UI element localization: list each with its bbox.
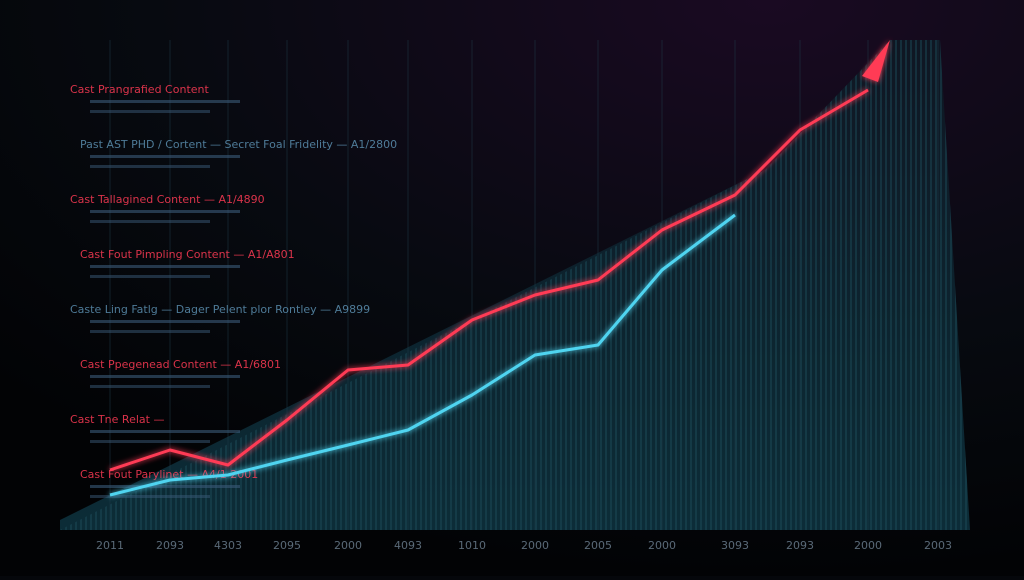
x-tick-label: 2003 [924, 539, 952, 552]
annotation-subtext [90, 385, 210, 388]
annotation: Cast Tne Relat — [70, 413, 164, 426]
annotation-subtext [90, 100, 240, 103]
annotation: Cast Tallagined Content — A1/4890 [70, 193, 265, 206]
x-tick-label: 2095 [273, 539, 301, 552]
series-line [109, 213, 736, 497]
annotation-subtext [90, 265, 240, 268]
series-line [109, 88, 869, 472]
annotation-subtext [90, 330, 210, 333]
annotation: Cast Ppegenead Content — A1/6801 [80, 358, 281, 371]
x-tick-label: 2093 [156, 539, 184, 552]
x-tick-label: 2000 [648, 539, 676, 552]
annotation: Cast Fout Pimpling Content — A1/A801 [80, 248, 295, 261]
x-tick-label: 3093 [721, 539, 749, 552]
x-tick-label: 2005 [584, 539, 612, 552]
trend-arrow [862, 40, 890, 82]
x-tick-label: 2011 [96, 539, 124, 552]
x-tick-label: 4093 [394, 539, 422, 552]
annotation-subtext [90, 110, 210, 113]
annotation-subtext [90, 155, 240, 158]
annotation-subtext [90, 210, 240, 213]
annotation-subtext [90, 275, 210, 278]
x-tick-label: 2093 [786, 539, 814, 552]
annotation-subtext [90, 430, 240, 433]
annotation-subtext [90, 320, 240, 323]
annotation: Cast Prangrafied Content [70, 83, 209, 96]
panel-stripes [60, 40, 970, 530]
annotation-subtext [90, 220, 210, 223]
annotation-subtext [90, 165, 210, 168]
annotation-subtext [90, 485, 240, 488]
annotation: Cast Fout Parylinet — A4/1 2001 [80, 468, 258, 481]
x-tick-label: 4303 [214, 539, 242, 552]
x-tick-label: 1010 [458, 539, 486, 552]
x-tick-label: 2000 [854, 539, 882, 552]
x-tick-label: 2000 [521, 539, 549, 552]
annotation-subtext [90, 495, 210, 498]
annotation: Caste Ling Fatlg — Dager Pelent plor Ron… [70, 303, 370, 316]
annotation-subtext [90, 440, 210, 443]
annotation: Past AST PHD / Cortent — Secret Foal Fri… [80, 138, 397, 151]
annotation-subtext [90, 375, 240, 378]
x-tick-label: 2000 [334, 539, 362, 552]
